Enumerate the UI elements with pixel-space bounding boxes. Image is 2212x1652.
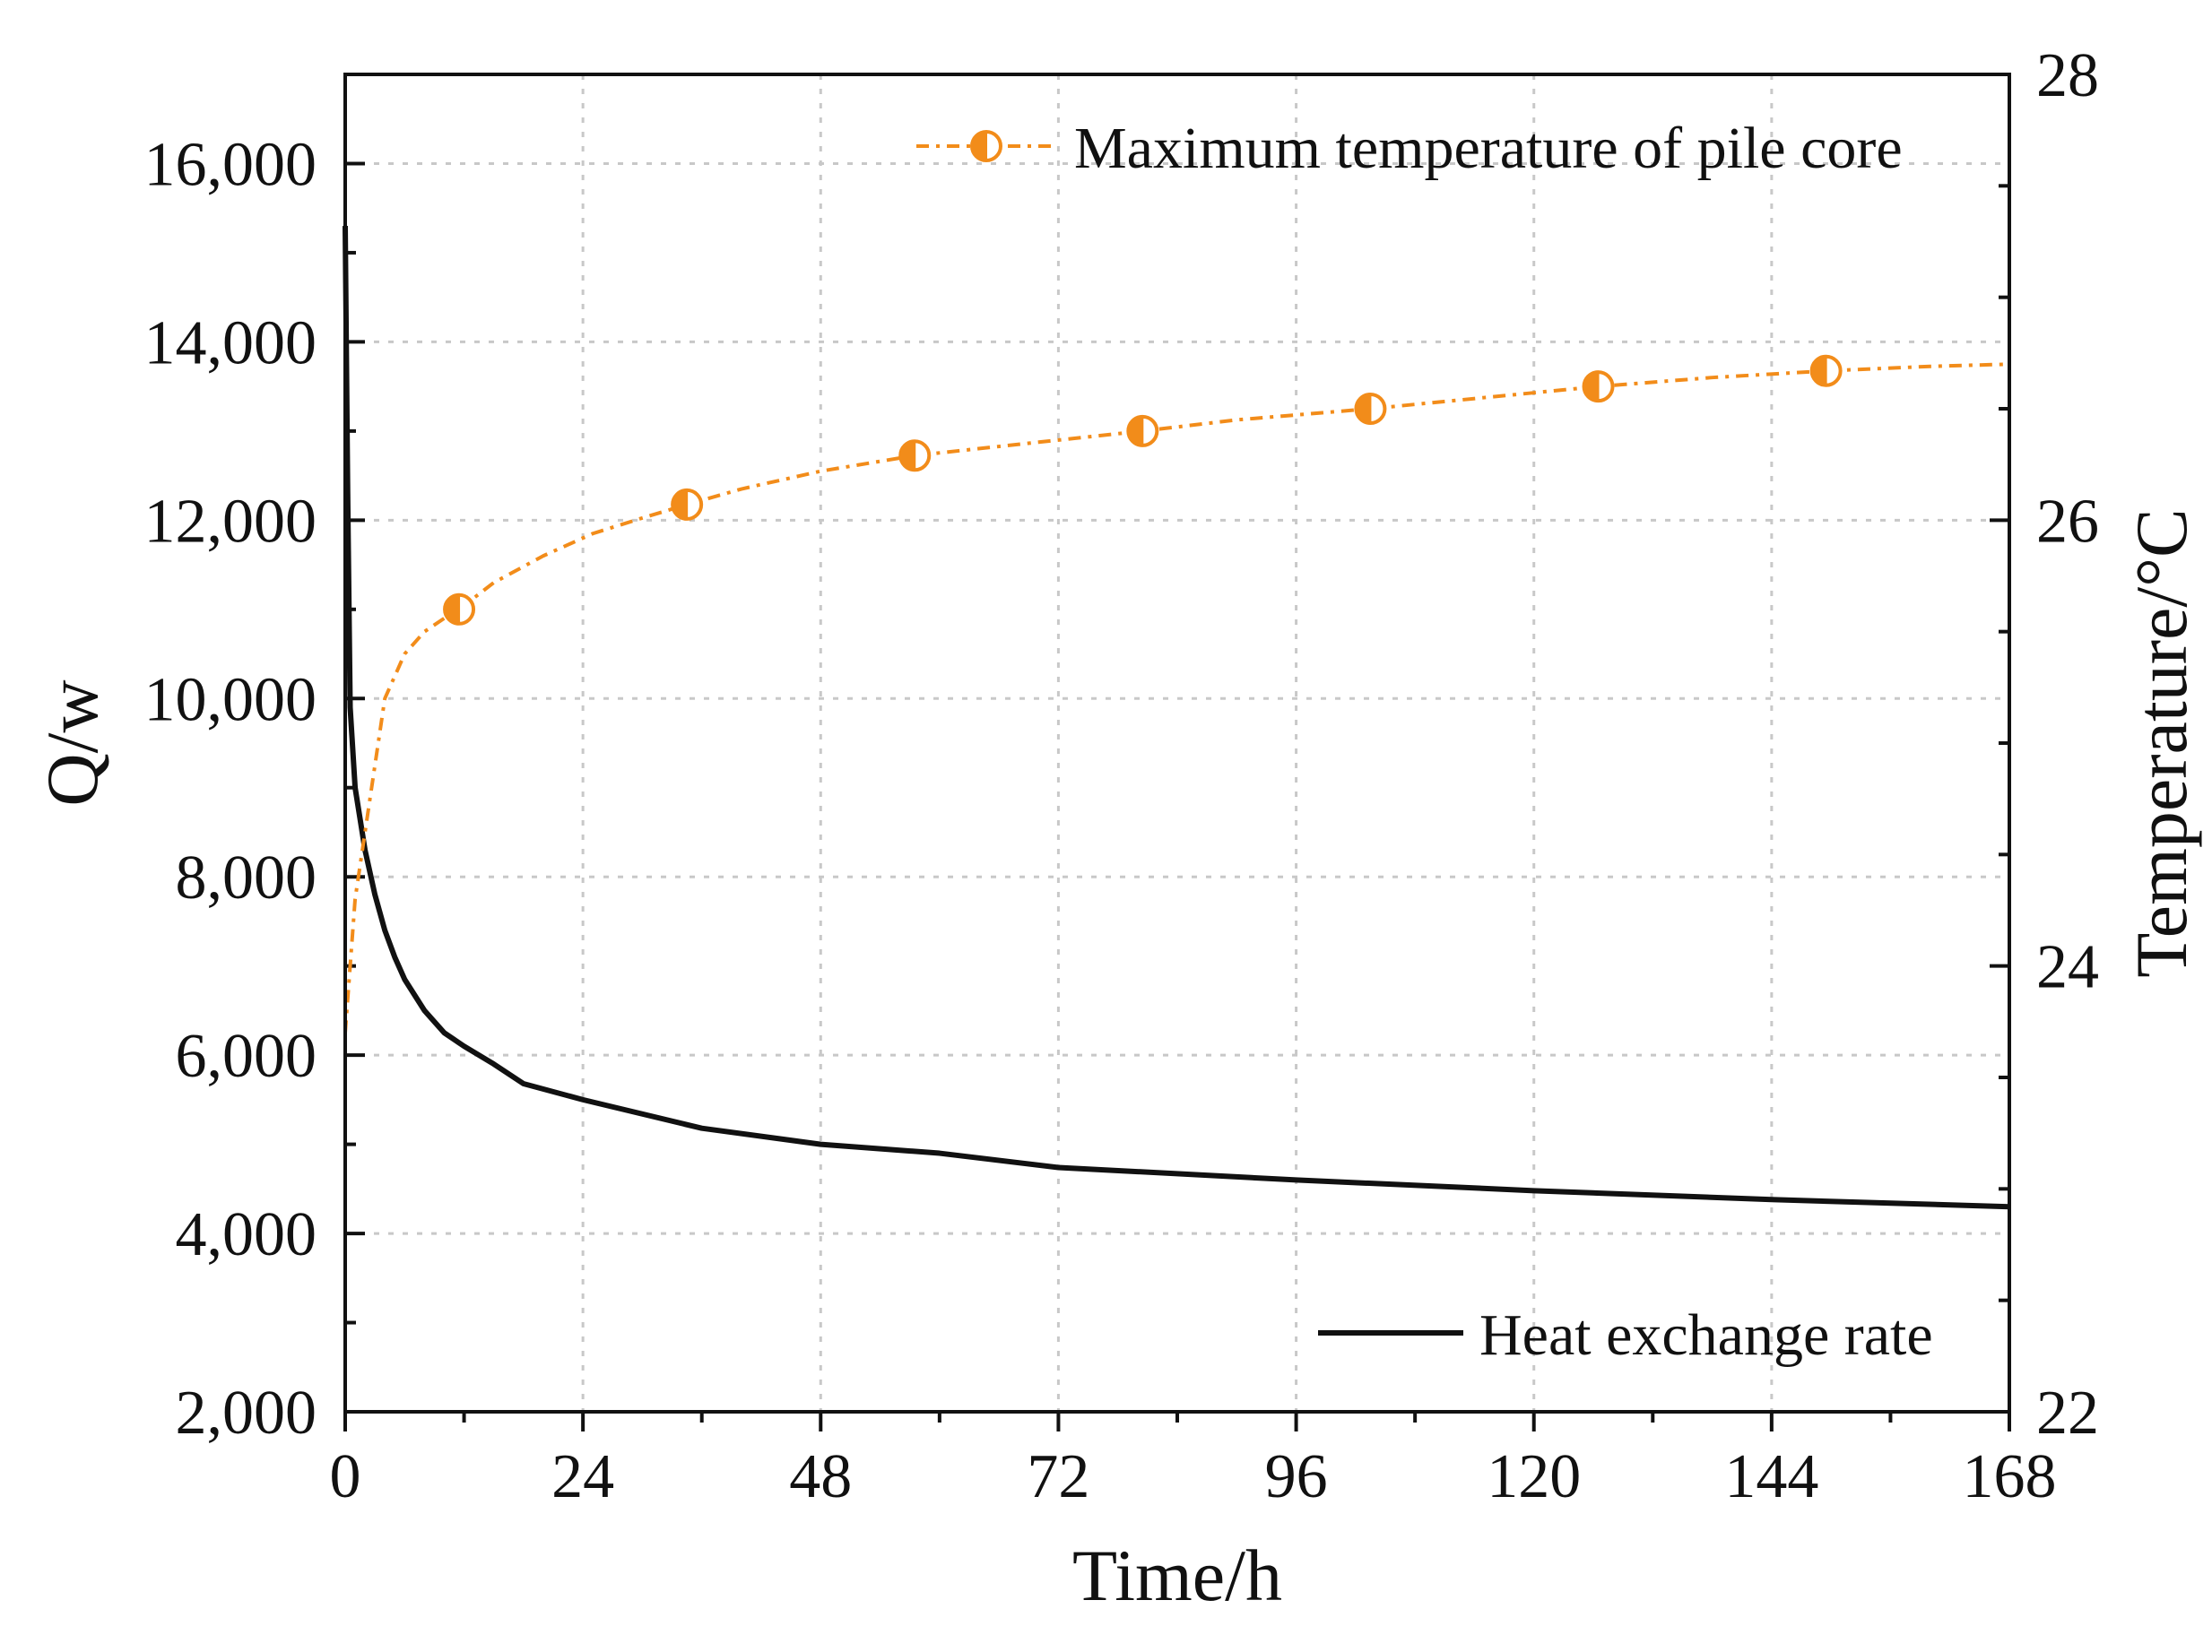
y-left-tick-label: 16,000 — [144, 130, 317, 199]
legend-heat-rate-label: Heat exchange rate — [1479, 1302, 1933, 1368]
x-tick-labels: 0 24 48 72 96 120 144 168 — [330, 1442, 2057, 1511]
y-left-tick-label: 10,000 — [144, 665, 317, 734]
temperature-marker — [1809, 354, 1843, 387]
y-left-tick-label: 8,000 — [176, 843, 317, 912]
series-markers — [443, 354, 1843, 626]
temperature-marker — [443, 592, 476, 626]
x-tick-label: 48 — [789, 1442, 852, 1511]
temperature-marker — [1582, 370, 1615, 403]
heat-exchange-rate-line — [343, 226, 2010, 1210]
y-right-tick-label: 22 — [2036, 1379, 2099, 1448]
x-tick-label: 96 — [1265, 1442, 1328, 1511]
y-right-axis-title: Temperature/°C — [2121, 508, 2202, 977]
y-left-tick-label: 12,000 — [144, 487, 317, 556]
legend-temperature: Maximum temperature of pile core — [916, 116, 1903, 181]
y-right-tick-label: 26 — [2036, 487, 2099, 556]
y-left-tick-label: 2,000 — [176, 1379, 317, 1448]
grid-lines — [345, 74, 2009, 1412]
x-tick-label: 72 — [1027, 1442, 1089, 1511]
temperature-marker — [1354, 393, 1387, 425]
x-tick-label: 0 — [330, 1442, 361, 1511]
x-axis-title: Time/h — [1072, 1535, 1282, 1616]
temperature-marker — [898, 439, 932, 472]
y-right-tick-labels: 22 24 26 28 — [2036, 41, 2099, 1448]
legend-temperature-marker — [970, 130, 1002, 162]
y-right-tick-label: 24 — [2036, 933, 2099, 1002]
plot-frame — [343, 73, 2011, 1414]
legend-temperature-marker-icon — [970, 130, 1002, 162]
temperature-marker — [1126, 414, 1159, 447]
legend-heat-rate: Heat exchange rate — [1318, 1302, 1933, 1368]
temperature-marker — [671, 488, 704, 521]
axis-ticks — [343, 73, 2011, 1431]
x-tick-label: 168 — [1963, 1442, 2057, 1511]
x-tick-label: 120 — [1487, 1442, 1581, 1511]
y-left-axis-title: Q/w — [31, 679, 113, 806]
x-tick-label: 24 — [551, 1442, 614, 1511]
y-left-tick-label: 6,000 — [176, 1022, 317, 1091]
x-tick-label: 144 — [1724, 1442, 1818, 1511]
series-lines — [343, 226, 2010, 1210]
y-left-tick-labels: 2,000 4,000 6,000 8,000 10,000 12,000 14,000 16… — [144, 130, 317, 1448]
y-left-tick-label: 14,000 — [144, 308, 317, 377]
y-left-tick-label: 4,000 — [176, 1200, 317, 1269]
legend-temperature-label: Maximum temperature of pile core — [1074, 116, 1903, 181]
y-right-tick-label: 28 — [2036, 41, 2099, 110]
